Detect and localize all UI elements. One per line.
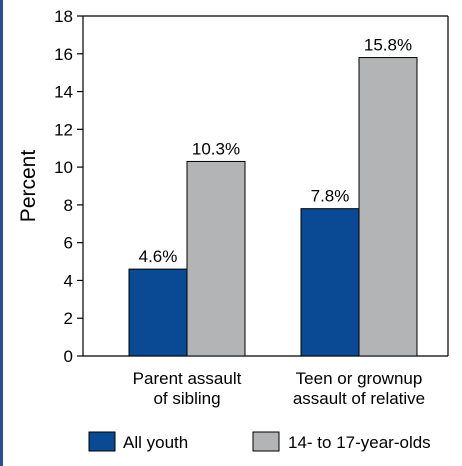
- y-tick-label: 18: [54, 7, 73, 26]
- category-label: Teen or grownup: [296, 369, 423, 388]
- bar-14-17-2: [358, 57, 418, 357]
- y-tick-label: 0: [64, 347, 73, 366]
- y-tick-label: 2: [64, 309, 73, 328]
- y-axis-title: Percent: [17, 150, 40, 223]
- data-label: 4.6%: [139, 247, 178, 266]
- y-tick-label: 12: [54, 120, 73, 139]
- y-tick-label: 8: [64, 196, 73, 215]
- bar-all-youth-1: [128, 268, 188, 357]
- category-label: of sibling: [153, 389, 220, 408]
- y-tick-label: 6: [64, 234, 73, 253]
- y-tick-label: 14: [54, 83, 73, 102]
- data-label: 7.8%: [311, 187, 350, 206]
- y-tick-label: 10: [54, 158, 73, 177]
- y-tick-label: 16: [54, 45, 73, 64]
- bar-all-youth-2: [300, 208, 360, 357]
- data-label: 15.8%: [364, 36, 412, 55]
- legend-swatch-all-youth: [88, 431, 116, 452]
- category-label: assault of relative: [293, 389, 425, 408]
- legend-swatch-14-17: [252, 431, 280, 452]
- data-label: 10.3%: [192, 139, 240, 158]
- legend-label: 14- to 17-year-olds: [288, 433, 431, 452]
- bar-14-17-1: [186, 160, 246, 357]
- category-label: Parent assault: [133, 369, 242, 388]
- bar-chart: 0 2 4 6 8 10 12 14 16 18 Percent 4.6% 7.8% 10.3% 15.8%…: [17, 7, 449, 452]
- legend-label: All youth: [123, 433, 188, 452]
- y-tick-label: 4: [64, 271, 73, 290]
